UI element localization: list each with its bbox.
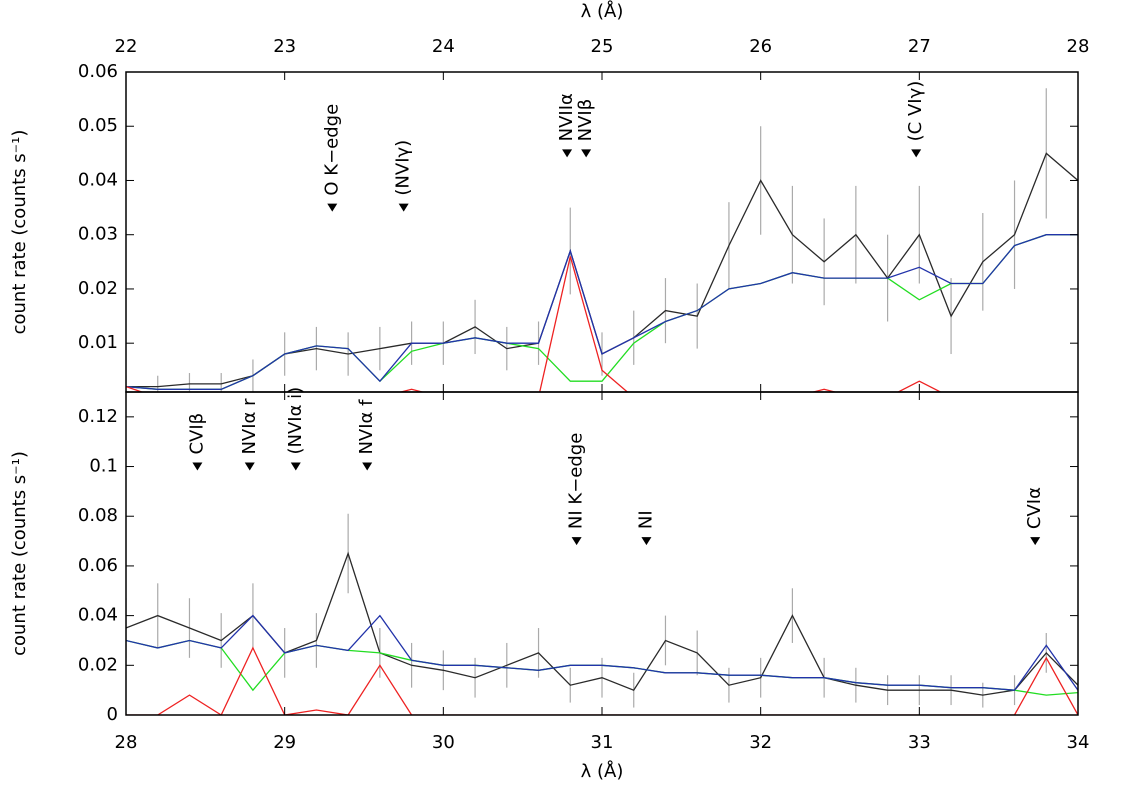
x-tick-label: 26 [749,36,772,57]
annotation-marker [290,462,301,471]
y-tick-label: 0.02 [78,654,118,675]
annotation-label: CVIα [1024,487,1045,529]
x-tick-label: 32 [749,732,772,753]
data-line [126,234,1078,390]
x-axis-label: λ (Å) [581,760,624,782]
y-tick-label: 0.01 [78,332,118,353]
y-tick-label: 0.06 [78,555,118,576]
annotation-marker [398,203,409,212]
data-line [126,256,942,392]
y-tick-label: 0.02 [78,278,118,299]
plot-area [126,513,1078,715]
y-tick-label: 0.1 [89,456,118,477]
annotation-marker [244,462,255,471]
annotation-label: NI K−edge [566,433,587,529]
annotation-label: NVIα r [239,398,260,455]
annotation-marker [571,537,582,546]
data-line [126,614,1078,691]
annotation-marker [641,537,652,546]
annotation-marker [581,149,592,158]
x-tick-label: 28 [1067,36,1090,57]
x-tick-label: 34 [1067,732,1090,753]
y-tick-label: 0.04 [78,605,118,626]
y-tick-label: 0.08 [78,505,118,526]
annotation-label: CVIβ [186,413,207,455]
y-tick-label: 0.04 [78,169,118,190]
x-tick-label: 33 [908,732,931,753]
annotation-marker [911,149,922,158]
annotation-marker [327,203,338,212]
x-tick-label: 23 [273,36,296,57]
annotation-label: (C VIγ) [905,81,926,142]
annotation-label: NVIβ [575,99,596,142]
x-tick-label: 22 [115,36,138,57]
annotation-marker [562,149,573,158]
annotation-marker [362,462,373,471]
plot-area [126,88,1078,392]
y-tick-label: 0.06 [78,61,118,82]
annotation-marker [1030,537,1041,546]
y-tick-label: 0 [107,704,118,725]
x-tick-label: 31 [591,732,614,753]
annotation-label: (NVIγ) [393,140,414,196]
y-axis-label: count rate (counts s⁻¹) [9,451,30,656]
annotation-label: NI [635,510,656,529]
y-tick-label: 0.12 [78,406,118,427]
y-tick-label: 0.03 [78,224,118,245]
annotation-label: O K−edge [321,104,342,196]
y-axis-label: count rate (counts s⁻¹) [9,130,30,335]
annotation-label: NVIIα [556,93,577,141]
annotation-label: (NVIα i) [285,387,306,455]
x-axis-label: λ (Å) [581,0,624,22]
x-tick-label: 27 [908,36,931,57]
annotation-label: NVIα f [356,399,377,455]
x-tick-label: 30 [432,732,455,753]
annotation-marker [192,462,203,471]
x-tick-label: 25 [591,36,614,57]
x-tick-label: 24 [432,36,455,57]
y-tick-label: 0.05 [78,115,118,136]
x-tick-label: 29 [273,732,296,753]
x-tick-label: 28 [115,732,138,753]
